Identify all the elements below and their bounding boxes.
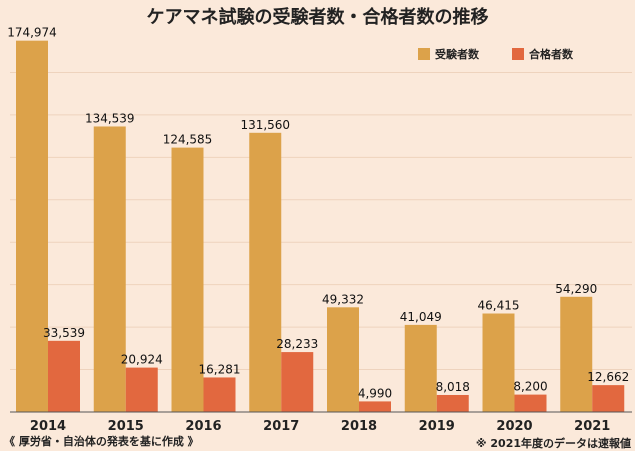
legend-label-passers: 合格者数: [529, 47, 574, 61]
x-tick-label-2014: 2014: [30, 419, 66, 434]
bar-passers-2019: [436, 394, 469, 412]
x-tick-label-2021: 2021: [574, 419, 610, 434]
x-tick-label-2017: 2017: [263, 419, 299, 434]
data-label-passers-2016: 16,281: [199, 362, 241, 376]
bar-examinees-2018: [327, 307, 359, 412]
grid-lines: [10, 71, 632, 371]
bar-passers-2015: [125, 367, 158, 412]
bar-examinees-2019: [404, 324, 437, 412]
bar-examinees-2014: [16, 40, 48, 412]
data-label-passers-2018: 4,990: [358, 386, 392, 400]
bars: [16, 40, 625, 413]
data-label-examinees-2017: 131,560: [240, 118, 290, 132]
legend-label-examinees: 受験者数: [435, 47, 480, 61]
x-tick-label-2018: 2018: [341, 419, 377, 434]
bar-passers-2016: [203, 377, 236, 412]
data-label-examinees-2018: 49,332: [322, 292, 364, 306]
data-label-examinees-2020: 46,415: [478, 298, 520, 312]
x-tick-label-2019: 2019: [419, 419, 455, 434]
bar-passers-2017: [281, 352, 314, 412]
legend-swatch-passers: [512, 48, 524, 60]
data-labels: 174,974 33,539 134,539 20,924 124,585 16,281 1…: [7, 26, 629, 401]
data-label-examinees-2014: 174,974: [7, 26, 57, 40]
data-label-passers-2015: 20,924: [121, 353, 163, 367]
bar-examinees-2021: [560, 296, 593, 412]
bar-examinees-2017: [249, 132, 282, 412]
data-label-examinees-2015: 134,539: [85, 111, 135, 125]
data-label-passers-2020: 8,200: [513, 380, 547, 394]
bar-passers-2020: [514, 394, 547, 412]
data-label-passers-2019: 8,018: [436, 380, 470, 394]
data-label-examinees-2021: 54,290: [555, 282, 597, 296]
chart-title: ケアマネ試験の受験者数・合格者数の推移: [146, 7, 489, 28]
x-axis-ticks: 2014 2015 2016 2017 2018 2019 2020 2021: [30, 419, 610, 434]
data-label-passers-2014: 33,539: [43, 326, 85, 340]
bar-examinees-2020: [482, 313, 515, 412]
bar-examinees-2015: [93, 126, 126, 413]
legend-swatch-examinees: [418, 48, 430, 60]
bar-passers-2018: [359, 401, 391, 412]
bar-examinees-2016: [171, 147, 204, 412]
footnote: ※ 2021年度のデータは速報値: [475, 437, 631, 450]
data-label-examinees-2016: 124,585: [163, 133, 213, 147]
x-tick-label-2016: 2016: [185, 419, 221, 434]
data-label-examinees-2019: 41,049: [400, 310, 442, 324]
x-tick-label-2015: 2015: [108, 419, 144, 434]
bar-passers-2021: [592, 385, 625, 412]
data-label-passers-2017: 28,233: [276, 337, 318, 351]
source-note: 《 厚労省・自治体の発表を基に作成 》: [4, 435, 199, 448]
x-tick-label-2020: 2020: [496, 419, 532, 434]
bar-passers-2014: [48, 340, 80, 412]
data-label-passers-2021: 12,662: [587, 370, 629, 384]
legend: 受験者数 合格者数: [418, 47, 574, 61]
